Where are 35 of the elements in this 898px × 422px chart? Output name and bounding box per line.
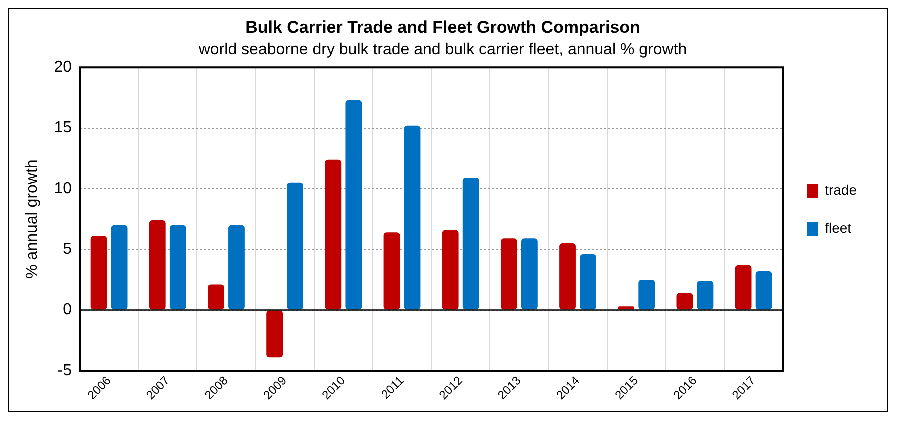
chart-subtitle: world seaborne dry bulk trade and bulk carrier fleet, annual % growth xyxy=(198,41,688,58)
bar xyxy=(697,281,714,310)
bar xyxy=(462,178,480,310)
y-tick-label: 15 xyxy=(54,120,72,137)
bar xyxy=(228,225,245,310)
bar xyxy=(384,232,400,310)
bar xyxy=(170,225,186,310)
chart-title: Bulk Carrier Trade and Fleet Growth Comparison xyxy=(246,18,640,37)
bar xyxy=(735,265,752,310)
bar xyxy=(149,220,166,310)
y-tick-label: 0 xyxy=(63,302,72,319)
bar xyxy=(111,225,128,310)
bar xyxy=(287,182,304,310)
bar xyxy=(442,230,459,310)
bar xyxy=(325,160,342,310)
y-tick-label: 10 xyxy=(54,180,72,198)
y-tick-label: -5 xyxy=(58,362,72,380)
legend-label: fleet xyxy=(825,220,852,236)
bar xyxy=(756,271,772,310)
bar xyxy=(560,244,576,310)
bar xyxy=(266,310,284,358)
bar xyxy=(208,284,224,310)
bar xyxy=(346,100,362,310)
y-tick-label: 5 xyxy=(63,241,72,258)
legend-label: trade xyxy=(825,182,858,198)
bar xyxy=(638,280,656,310)
bar xyxy=(404,126,421,310)
bar xyxy=(676,293,694,310)
bar xyxy=(618,306,635,310)
bar xyxy=(580,254,596,310)
y-tick-label: 20 xyxy=(54,59,72,76)
y-axis-title: % annual growth xyxy=(24,160,42,279)
bar xyxy=(500,238,518,310)
bar xyxy=(521,238,538,310)
bar xyxy=(90,236,108,310)
